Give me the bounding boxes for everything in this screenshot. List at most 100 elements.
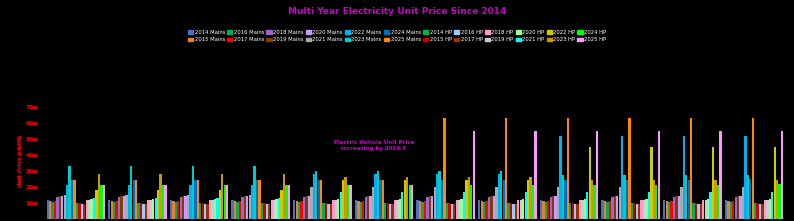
Bar (633, 203, 635, 219)
Bar (399, 199, 401, 219)
Bar (130, 166, 133, 219)
Bar (214, 199, 216, 219)
Bar (108, 200, 110, 219)
Bar (249, 195, 251, 219)
Bar (406, 177, 408, 219)
Bar (463, 192, 465, 219)
Bar (332, 200, 334, 219)
Bar (737, 196, 739, 219)
Bar (717, 185, 719, 219)
Bar (547, 201, 549, 219)
Bar (596, 131, 598, 219)
Bar (757, 203, 759, 219)
Bar (142, 204, 145, 219)
Bar (495, 187, 498, 219)
Bar (206, 204, 209, 219)
Bar (98, 174, 100, 219)
Bar (465, 181, 468, 219)
Bar (137, 203, 140, 219)
Bar (83, 204, 86, 219)
Bar (197, 180, 199, 219)
Bar (527, 181, 530, 219)
Bar (522, 199, 524, 219)
Bar (680, 187, 683, 219)
Bar (204, 204, 206, 219)
Bar (49, 201, 52, 219)
Bar (488, 197, 490, 219)
Bar (505, 118, 507, 219)
Bar (253, 166, 256, 219)
Bar (557, 187, 559, 219)
Bar (500, 171, 503, 219)
Bar (607, 202, 609, 219)
Bar (280, 190, 283, 219)
Bar (221, 174, 223, 219)
Bar (493, 196, 495, 219)
Bar (468, 177, 470, 219)
Bar (445, 203, 448, 219)
Bar (266, 204, 268, 219)
Bar (52, 202, 54, 219)
Text: Multi Year Electricity Unit Price Since 2014: Multi Year Electricity Unit Price Since … (287, 7, 507, 16)
Bar (519, 200, 522, 219)
Bar (766, 200, 769, 219)
Bar (75, 203, 78, 219)
Bar (648, 192, 650, 219)
Bar (781, 131, 783, 219)
Bar (115, 201, 118, 219)
Bar (189, 185, 191, 219)
Bar (619, 187, 621, 219)
Bar (285, 185, 287, 219)
Bar (121, 196, 123, 219)
Bar (764, 200, 766, 219)
Bar (347, 185, 349, 219)
Bar (102, 185, 105, 219)
Bar (56, 197, 59, 219)
Text: Electric Vehicle Unit Price
Increasing by 2024-5: Electric Vehicle Unit Price Increasing b… (333, 140, 414, 151)
Bar (340, 192, 342, 219)
Bar (160, 174, 162, 219)
Bar (140, 203, 142, 219)
Bar (567, 118, 569, 219)
Bar (155, 198, 157, 219)
Bar (663, 200, 665, 219)
Bar (64, 195, 66, 219)
Bar (147, 200, 149, 219)
Bar (643, 200, 646, 219)
Bar (211, 200, 214, 219)
Bar (271, 200, 273, 219)
Bar (773, 147, 776, 219)
Bar (241, 197, 244, 219)
Bar (609, 201, 611, 219)
Bar (574, 204, 576, 219)
Bar (456, 200, 458, 219)
Bar (273, 200, 276, 219)
Bar (209, 200, 211, 219)
Bar (472, 131, 475, 219)
Bar (152, 199, 154, 219)
Bar (448, 203, 450, 219)
Bar (491, 196, 492, 219)
Bar (355, 200, 357, 219)
Bar (424, 201, 426, 219)
Bar (218, 190, 221, 219)
Bar (276, 199, 278, 219)
Bar (66, 185, 68, 219)
Bar (360, 202, 362, 219)
Bar (411, 185, 413, 219)
Bar (128, 185, 130, 219)
Bar (451, 204, 453, 219)
Bar (485, 201, 488, 219)
Bar (125, 195, 128, 219)
Bar (367, 196, 369, 219)
Bar (59, 196, 61, 219)
Bar (100, 185, 102, 219)
Bar (79, 203, 80, 219)
Bar (638, 204, 641, 219)
Bar (431, 196, 434, 219)
Bar (110, 201, 113, 219)
Bar (754, 203, 757, 219)
Bar (192, 166, 194, 219)
Bar (517, 200, 519, 219)
Bar (657, 131, 660, 219)
